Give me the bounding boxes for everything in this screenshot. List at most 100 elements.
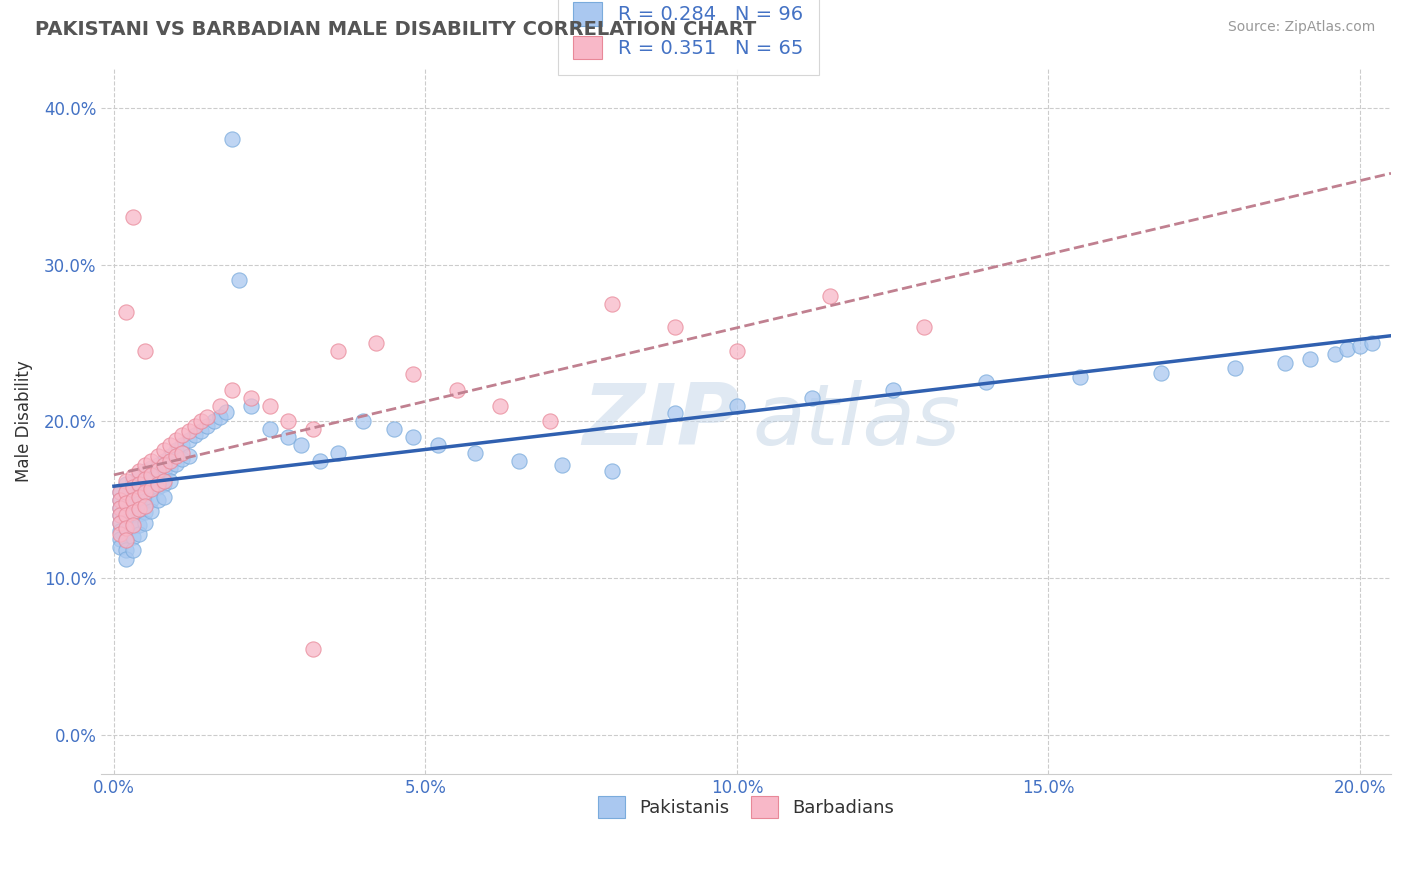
Point [121, 490, 143, 504]
Point [128, 507, 150, 521]
Point [108, 484, 131, 499]
Point [551, 458, 574, 473]
Point [108, 508, 131, 523]
Point [108, 516, 131, 531]
Point [146, 492, 169, 507]
Point [134, 474, 156, 488]
Point [159, 438, 181, 452]
Point [664, 407, 686, 421]
Point [1299, 351, 1322, 366]
Point [108, 524, 131, 538]
Point [128, 477, 150, 491]
Point [277, 414, 299, 428]
Point [489, 399, 512, 413]
Point [134, 516, 156, 531]
Point [215, 405, 238, 419]
Point [146, 469, 169, 483]
Point [121, 505, 143, 519]
Point [121, 530, 143, 544]
Point [184, 419, 207, 434]
Point [290, 438, 312, 452]
Point [134, 505, 156, 519]
Point [172, 445, 194, 459]
Point [134, 499, 156, 513]
Point [172, 428, 194, 442]
Point [446, 383, 468, 397]
Point [121, 211, 143, 225]
Point [128, 465, 150, 479]
Point [115, 533, 138, 548]
Point [121, 480, 143, 494]
Point [141, 492, 163, 507]
Point [725, 343, 748, 358]
Point [134, 494, 156, 508]
Point [128, 486, 150, 500]
Point [1274, 356, 1296, 370]
Point [115, 484, 138, 499]
Point [172, 438, 194, 452]
Point [134, 483, 156, 498]
Point [240, 399, 263, 413]
Point [121, 517, 143, 532]
Point [221, 383, 243, 397]
Point [152, 465, 174, 479]
Point [128, 469, 150, 483]
Point [152, 442, 174, 457]
Point [152, 490, 174, 504]
Legend: Pakistanis, Barbadians: Pakistanis, Barbadians [591, 789, 901, 825]
Point [128, 502, 150, 516]
Point [128, 490, 150, 504]
Point [152, 458, 174, 473]
Point [177, 424, 200, 438]
Point [121, 469, 143, 483]
Point [115, 505, 138, 519]
Point [165, 442, 187, 457]
Point [108, 532, 131, 546]
Point [352, 414, 374, 428]
Point [115, 496, 138, 510]
Point [121, 542, 143, 557]
Point [141, 504, 163, 518]
Point [1069, 370, 1091, 384]
Point [259, 422, 281, 436]
Point [159, 474, 181, 488]
Point [108, 484, 131, 499]
Point [115, 521, 138, 535]
Point [159, 453, 181, 467]
Point [115, 542, 138, 557]
Point [121, 492, 143, 507]
Point [115, 474, 138, 488]
Point [146, 449, 169, 463]
Point [259, 399, 281, 413]
Point [152, 474, 174, 488]
Point [364, 335, 387, 350]
Point [426, 438, 449, 452]
Point [277, 430, 299, 444]
Point [108, 540, 131, 554]
Text: ZIP: ZIP [582, 380, 740, 463]
Point [146, 458, 169, 473]
Point [134, 472, 156, 486]
Point [600, 465, 623, 479]
Point [328, 445, 350, 459]
Point [328, 343, 350, 358]
Point [108, 492, 131, 507]
Point [184, 428, 207, 442]
Point [1225, 361, 1247, 376]
Point [121, 474, 143, 488]
Point [121, 519, 143, 533]
Point [141, 482, 163, 496]
Point [464, 445, 486, 459]
Point [208, 399, 231, 413]
Point [165, 457, 187, 471]
Point [402, 368, 425, 382]
Point [152, 477, 174, 491]
Point [115, 304, 138, 318]
Point [725, 399, 748, 413]
Point [538, 414, 561, 428]
Point [128, 517, 150, 532]
Point [508, 453, 530, 467]
Text: PAKISTANI VS BARBADIAN MALE DISABILITY CORRELATION CHART: PAKISTANI VS BARBADIAN MALE DISABILITY C… [35, 20, 756, 38]
Point [115, 552, 138, 566]
Point [134, 465, 156, 479]
